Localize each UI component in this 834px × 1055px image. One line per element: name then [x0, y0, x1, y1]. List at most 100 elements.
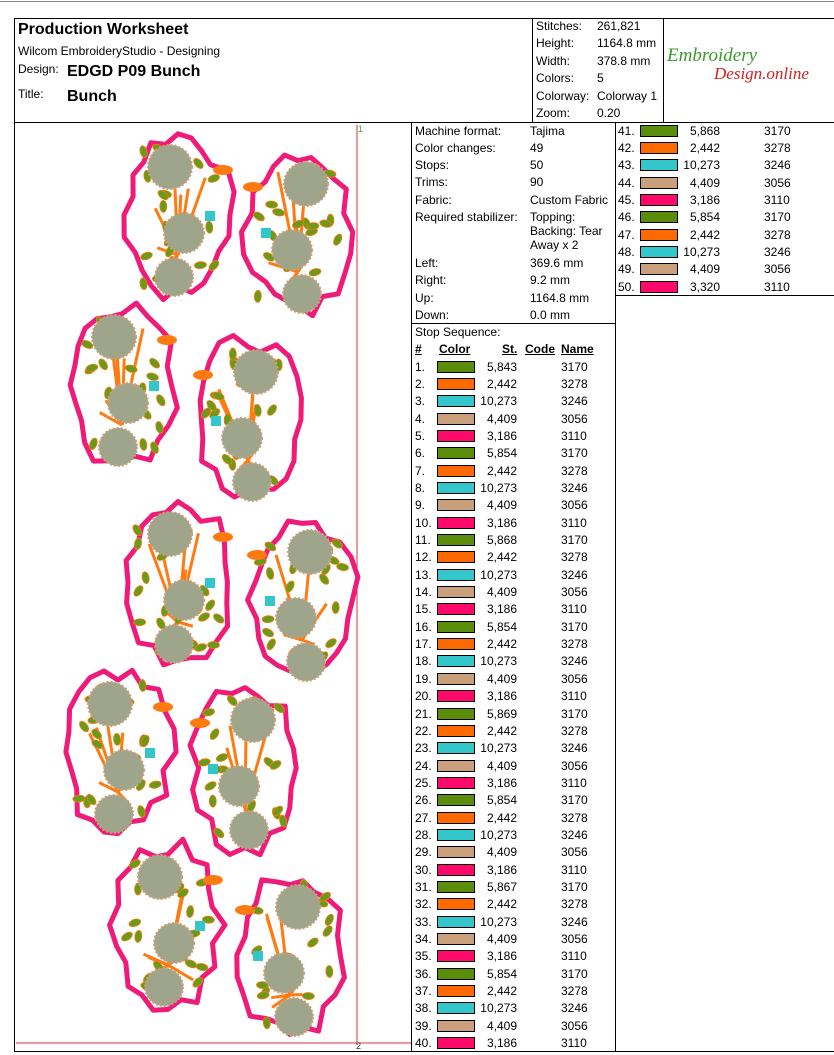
- stop-number: 23.: [415, 741, 432, 756]
- motif-part: [154, 257, 194, 297]
- stop-number: 26.: [415, 793, 432, 808]
- stat-value: 5: [597, 71, 604, 86]
- stitch-count: 5,854: [486, 619, 517, 634]
- motif-part: [324, 913, 334, 926]
- stitch-count: 2,442: [486, 810, 517, 825]
- stop-number: 8.: [415, 480, 426, 495]
- color-swatch: [437, 950, 475, 963]
- thread-code: 3056: [561, 758, 588, 773]
- motif-part: [133, 618, 147, 627]
- footer-rule: [14, 1051, 834, 1052]
- motif-part: [287, 529, 333, 575]
- color-swatch: [640, 280, 678, 293]
- color-swatch: [640, 141, 678, 154]
- motif-part: [194, 261, 207, 270]
- motif-part: [256, 991, 270, 1000]
- stop-title: Stop Sequence:: [415, 325, 501, 339]
- motif-part: [275, 597, 317, 639]
- color-swatch: [437, 429, 475, 442]
- motif-part: [86, 793, 97, 806]
- motif-part: [275, 884, 321, 930]
- thread-code: 3278: [561, 550, 588, 565]
- color-swatch: [437, 724, 475, 737]
- motif-part: [139, 145, 148, 158]
- motif-part: [221, 417, 263, 459]
- thread-code: 3170: [561, 966, 588, 981]
- motif-part: [283, 161, 329, 207]
- motif-part: [147, 144, 193, 190]
- stitch-count: 5,854: [486, 446, 517, 461]
- motif-part: [79, 720, 90, 733]
- header-divider: [532, 18, 533, 122]
- stitch-count: 5,843: [486, 359, 517, 374]
- thread-code: 3056: [561, 932, 588, 947]
- color-swatch: [437, 811, 475, 824]
- motif-part: [207, 174, 220, 183]
- motif-part: [307, 937, 319, 948]
- motif-part: [271, 993, 291, 1009]
- color-swatch: [437, 828, 475, 841]
- color-swatch: [437, 447, 475, 460]
- stat-label: Height:: [536, 36, 575, 51]
- stop-number: 21.: [415, 706, 432, 721]
- motif-part: [147, 511, 193, 557]
- stop-number: 18.: [415, 654, 432, 669]
- thread-code: 3278: [561, 376, 588, 391]
- motif-part: [132, 524, 142, 537]
- motif-part: [262, 627, 274, 638]
- stat-label: Zoom:: [536, 106, 571, 120]
- motif-part: [98, 781, 119, 794]
- machine-label: Color changes:: [415, 140, 496, 155]
- motif-part: [308, 268, 322, 277]
- stop-number: 11.: [415, 533, 431, 547]
- machine-value: 0.0 mm: [530, 307, 571, 322]
- motif-part: [266, 638, 276, 651]
- machine-label: Trims:: [415, 175, 448, 190]
- color-swatch: [437, 464, 475, 477]
- machine-value: Topping:: [530, 210, 576, 224]
- motif-part: [190, 718, 210, 728]
- stop-number: 25.: [415, 775, 432, 790]
- color-swatch: [437, 620, 475, 633]
- stop-number: 44.: [618, 175, 635, 190]
- motif-part: [235, 905, 255, 915]
- thread-code: 3110: [561, 515, 587, 530]
- thread-code: 3278: [561, 810, 588, 825]
- motif-part: [325, 965, 334, 978]
- color-swatch: [640, 228, 678, 241]
- thread-code: 3056: [561, 671, 588, 686]
- thread-code: 3056: [561, 585, 588, 600]
- motif-part: [205, 211, 215, 221]
- motif-part: [87, 681, 133, 727]
- motif-part: [265, 200, 279, 209]
- color-swatch: [437, 690, 475, 703]
- stitch-count: 2,442: [486, 550, 517, 565]
- stop-number: 2.: [415, 376, 426, 391]
- motif-part: [267, 404, 277, 416]
- stop-number: 22.: [415, 723, 432, 738]
- worksheet-title: Production Worksheet: [18, 21, 189, 38]
- color-swatch: [437, 794, 475, 807]
- color-swatch: [640, 176, 678, 189]
- stop-number: 45.: [618, 192, 635, 207]
- motif-part: [81, 340, 94, 349]
- stitch-count: 4,409: [486, 932, 517, 947]
- thread-code: 3110: [561, 862, 587, 877]
- motif-part: [265, 596, 275, 606]
- stop-number: 1.: [415, 359, 426, 374]
- stitch-count: 3,186: [486, 689, 517, 704]
- stitch-count: 3,320: [689, 279, 720, 294]
- motif-part: [272, 208, 285, 217]
- stop-number: 6.: [415, 446, 426, 461]
- thread-code: 3110: [561, 1036, 587, 1051]
- thread-code: 3278: [561, 897, 588, 912]
- thread-code: 3246: [561, 394, 588, 409]
- color-swatch: [437, 1037, 475, 1050]
- motif-part: [215, 753, 229, 762]
- motif-part: [209, 728, 220, 740]
- thread-code: 3278: [561, 984, 588, 999]
- stitch-count: 2,442: [689, 140, 720, 155]
- stat-value: 1164.8 mm: [597, 36, 657, 51]
- stop-number: 47.: [618, 227, 635, 242]
- stop-number: 42.: [618, 140, 635, 155]
